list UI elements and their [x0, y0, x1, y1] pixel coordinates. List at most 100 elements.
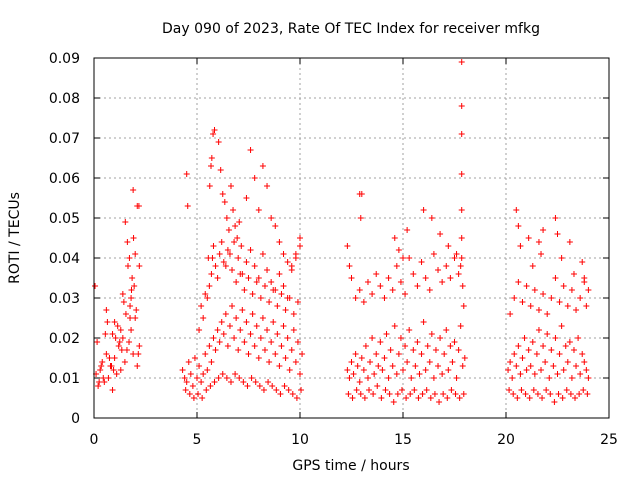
data-point: [511, 351, 518, 357]
x-axis-label: GPS time / hours: [292, 458, 409, 474]
data-point: [373, 351, 380, 357]
data-point: [451, 339, 458, 345]
data-point: [101, 379, 108, 385]
data-point: [253, 323, 260, 329]
data-point: [352, 351, 359, 357]
data-point: [350, 371, 357, 377]
data-point: [119, 335, 126, 341]
data-point: [422, 367, 429, 373]
data-point: [239, 307, 246, 313]
data-point: [229, 303, 236, 309]
data-point: [570, 271, 577, 277]
data-point: [552, 215, 559, 221]
data-point: [294, 339, 301, 345]
data-point: [130, 187, 137, 193]
data-point: [223, 215, 230, 221]
data-point: [430, 375, 437, 381]
data-point: [518, 387, 525, 393]
x-tick-label: 0: [90, 432, 99, 448]
data-point: [184, 203, 191, 209]
data-point: [538, 367, 545, 373]
data-point: [266, 359, 273, 365]
data-point: [422, 275, 429, 281]
data-point: [196, 327, 203, 333]
data-point: [527, 303, 534, 309]
data-point: [220, 259, 227, 265]
data-point: [375, 363, 382, 369]
data-point: [194, 375, 200, 381]
data-point: [457, 323, 464, 329]
data-point: [458, 207, 465, 213]
data-point: [455, 271, 462, 277]
data-point: [420, 319, 427, 325]
y-tick-label: 0: [71, 411, 80, 427]
data-point: [255, 207, 262, 213]
data-point: [198, 379, 205, 385]
data-point: [547, 391, 554, 397]
data-point: [579, 351, 586, 357]
data-point: [437, 335, 444, 341]
data-point: [106, 355, 113, 361]
data-point: [216, 339, 223, 345]
data-point: [567, 391, 574, 397]
data-point: [507, 311, 514, 317]
data-point: [114, 323, 121, 329]
data-point: [529, 339, 536, 345]
data-point: [208, 359, 215, 365]
data-point: [105, 375, 112, 381]
data-point: [447, 343, 454, 349]
data-point: [257, 335, 264, 341]
data-point: [299, 351, 306, 357]
data-point: [181, 375, 188, 381]
data-point: [297, 243, 303, 249]
data-point: [356, 379, 363, 385]
data-point: [461, 355, 468, 361]
data-point: [381, 295, 388, 301]
data-point: [529, 263, 536, 269]
data-point: [575, 335, 582, 341]
data-point: [248, 375, 255, 381]
data-point: [394, 391, 401, 397]
data-point: [278, 343, 285, 349]
data-point: [564, 303, 571, 309]
data-point: [566, 239, 573, 245]
data-point: [539, 395, 546, 401]
data-point: [564, 359, 571, 365]
data-point: [556, 299, 563, 305]
data-point: [448, 387, 455, 393]
data-point: [251, 343, 258, 349]
data-point: [280, 251, 287, 257]
data-point: [216, 251, 223, 257]
data-point: [276, 363, 283, 369]
data-point: [238, 243, 245, 249]
data-point: [423, 387, 430, 393]
data-point: [383, 331, 390, 337]
data-point: [133, 307, 140, 313]
data-point: [244, 383, 251, 389]
data-point: [583, 303, 590, 309]
data-point: [526, 395, 533, 401]
x-tick-label: 5: [193, 432, 202, 448]
data-point: [345, 391, 352, 397]
data-point: [548, 347, 555, 353]
data-point: [459, 363, 466, 369]
data-point: [285, 387, 292, 393]
data-point: [435, 267, 442, 273]
data-point: [414, 283, 421, 289]
data-point: [121, 359, 128, 365]
data-point: [344, 367, 351, 373]
data-point: [104, 319, 111, 325]
data-point: [530, 387, 537, 393]
data-point: [130, 235, 137, 241]
data-point: [251, 175, 258, 181]
data-point: [576, 391, 583, 397]
data-point: [195, 391, 202, 397]
data-point: [346, 375, 353, 381]
data-point: [515, 279, 522, 285]
data-point: [458, 235, 465, 241]
y-axis-label: ROTI / TECUs: [7, 192, 23, 284]
data-point: [212, 263, 219, 269]
data-point: [222, 263, 229, 269]
data-point: [243, 195, 250, 201]
y-tick-label: 0.09: [49, 51, 80, 67]
